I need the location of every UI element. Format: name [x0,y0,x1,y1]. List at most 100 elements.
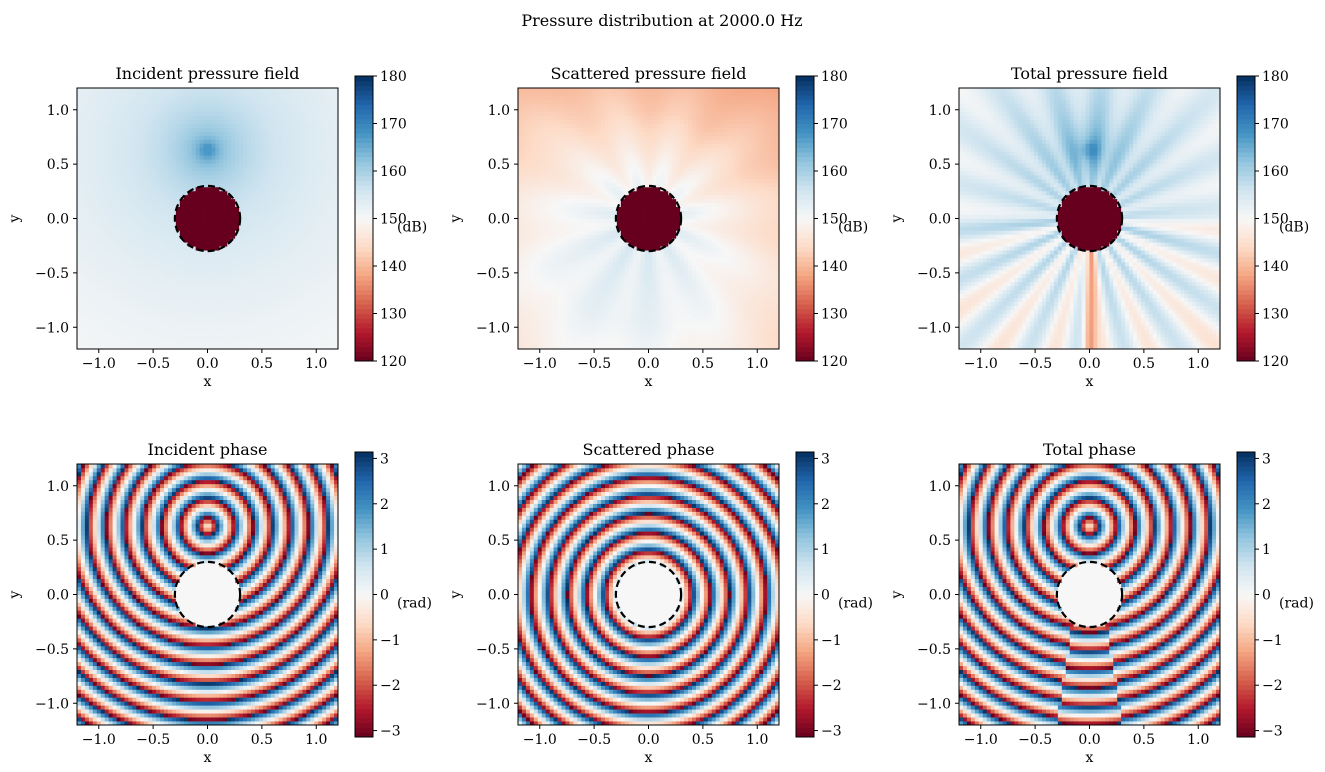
heatmap-cell [326,191,330,195]
heatmap-cell [314,215,318,219]
heatmap-cell [168,175,172,179]
heatmap-cell [231,306,235,310]
heatmap-cell [295,167,299,171]
colorbar-segment [355,309,373,314]
heatmap-cell [271,163,275,167]
heatmap-cell [518,266,522,270]
heatmap-cell [192,191,196,195]
heatmap-cell [255,262,259,266]
heatmap-cell [227,254,231,258]
heatmap-cell [223,298,227,302]
heatmap-cell [188,155,192,159]
heatmap-cell [164,167,168,171]
heatmap-cell [295,96,299,100]
heatmap-cell [231,191,235,195]
heatmap-cell [223,234,227,238]
heatmap-cell [188,143,192,147]
heatmap-cell [184,187,188,191]
heatmap-cell [326,120,330,124]
heatmap-cell [267,219,271,223]
heatmap-cell [530,143,534,147]
heatmap-cell [128,215,132,219]
heatmap-cell [77,159,81,163]
heatmap-cell [310,147,314,151]
heatmap-cell [259,132,263,136]
heatmap-cell [518,203,522,207]
heatmap-cell [101,309,105,313]
heatmap-cell [314,175,318,179]
heatmap-cell [176,108,180,112]
heatmap-cell [227,298,231,302]
heatmap-cell [538,325,542,329]
heatmap-cell [322,258,326,262]
heatmap-cell [322,230,326,234]
heatmap-cell [85,282,89,286]
heatmap-cell [227,179,231,183]
heatmap-cell [251,238,255,242]
heatmap-cell [283,116,287,120]
heatmap-cell [271,108,275,112]
heatmap-cell [148,179,152,183]
heatmap-cell [322,203,326,207]
heatmap-cell [105,108,109,112]
heatmap-cell [215,199,219,203]
heatmap-cell [283,325,287,329]
heatmap-cell [89,167,93,171]
heatmap-cell [128,230,132,234]
heatmap-cell [326,108,330,112]
heatmap-cell [538,337,542,341]
heatmap-cell [526,92,530,96]
heatmap-cell [156,234,160,238]
heatmap-cell [121,337,125,341]
heatmap-cell [152,211,156,215]
heatmap-cell [227,302,231,306]
heatmap-cell [247,333,251,337]
heatmap-cell [279,238,283,242]
heatmap-cell [522,116,526,120]
heatmap-cell [279,294,283,298]
heatmap-cell [271,132,275,136]
heatmap-cell [235,155,239,159]
heatmap-cell [215,92,219,96]
heatmap-cell [89,278,93,282]
heatmap-cell [180,108,184,112]
heatmap-cell [97,270,101,274]
heatmap-cell [164,278,168,282]
heatmap-cell [144,187,148,191]
heatmap-cell [85,132,89,136]
heatmap-cell [247,290,251,294]
heatmap-cell [322,294,326,298]
heatmap-cell [77,92,81,96]
heatmap-cell [279,167,283,171]
heatmap-cell [109,92,113,96]
colorbar-segment [355,247,373,252]
heatmap-cell [255,92,259,96]
heatmap-cell [211,317,215,321]
heatmap-cell [109,258,113,262]
heatmap-cell [180,171,184,175]
heatmap-cell [192,266,196,270]
heatmap-cell [204,135,208,139]
heatmap-cell [279,278,283,282]
heatmap-cell [538,179,542,183]
heatmap-cell [267,313,271,317]
heatmap-cell [113,286,117,290]
heatmap-cell [208,163,212,167]
heatmap-cell [188,270,192,274]
heatmap-cell [322,337,326,341]
heatmap-cell [291,298,295,302]
heatmap-cell [97,294,101,298]
subplot-1: Incident pressure field−1.0 −0.5 0.0 0.5 1.0… [7,64,427,390]
heatmap-cell [243,230,247,234]
heatmap-cell [184,100,188,104]
heatmap-cell [109,321,113,325]
heatmap-cell [279,116,283,120]
heatmap-cell [121,100,125,104]
heatmap-cell [326,92,330,96]
heatmap-cell [306,230,310,234]
heatmap-cell [196,258,200,262]
heatmap-cell [291,175,295,179]
heatmap-cell [105,337,109,341]
heatmap-cell [184,341,188,345]
colorbar-segment [355,171,373,176]
